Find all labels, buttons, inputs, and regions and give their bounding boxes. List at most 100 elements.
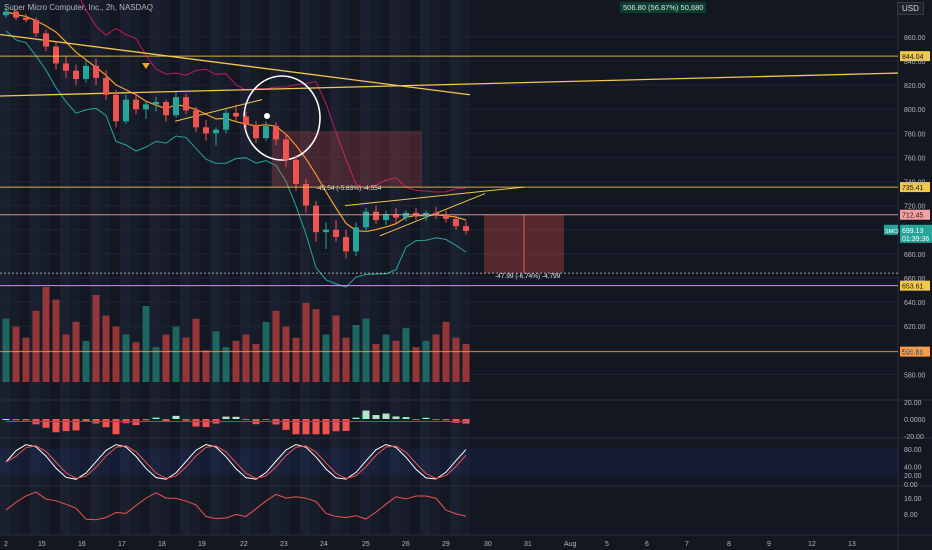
volume-bar: [122, 334, 130, 382]
candle-body: [13, 11, 19, 18]
volume-bar: [192, 318, 200, 382]
session-stripe: [340, 0, 350, 535]
time-tick-label: 23: [280, 541, 288, 548]
candle-body: [123, 99, 129, 122]
session-stripe: [330, 0, 340, 535]
macd-histogram-bar: [282, 419, 290, 430]
session-stripe: [50, 0, 60, 535]
trendline: [0, 72, 899, 97]
trendline: [344, 186, 525, 207]
session-stripe: [200, 0, 210, 535]
volume-bar: [322, 334, 330, 382]
candle-body: [283, 139, 289, 160]
candlestick-series: [3, 8, 469, 259]
session-stripe: [30, 0, 40, 535]
time-tick-label: 7: [685, 541, 689, 548]
volume-bar: [112, 326, 120, 382]
price-tick-label: 660.00: [904, 276, 926, 283]
time-axis[interactable]: 2 15 16 17 18 19 22 23 24 25 26 29 30 31 Aug 5 6 7 8 9 12 13: [4, 541, 856, 548]
level-marker: [900, 209, 930, 220]
session-stripe: [460, 0, 470, 535]
session-stripe: [250, 0, 260, 535]
symbol-badge: [884, 224, 898, 235]
time-tick-label: 25: [362, 541, 370, 548]
price-axis[interactable]: 844.04 735.41 712.45 653.61 598.88 860.00 840.…: [884, 35, 932, 379]
candle-body: [63, 63, 69, 71]
price-tick-label: 780.00: [904, 131, 926, 138]
macd-histogram-bar: [202, 419, 210, 428]
volume-bar: [182, 337, 190, 382]
price-tick-label: 760.00: [904, 155, 926, 162]
candle-body: [323, 229, 329, 233]
macd-histogram-bar: [132, 419, 140, 426]
time-tick-label: 13: [848, 541, 856, 548]
volume-bar: [402, 328, 410, 382]
bollinger-bands: [5, 0, 467, 288]
session-stripe: [360, 0, 370, 535]
time-tick-label: 16: [78, 541, 86, 548]
time-tick-label: 5: [605, 541, 609, 548]
measure-label-right: -47.99 (-6.74%) -4,799: [495, 273, 561, 280]
level-marker-label: 653.61: [902, 284, 924, 291]
time-tick-label: 15: [38, 541, 46, 548]
volume-bar: [32, 310, 40, 382]
symbol-title: Super Micro Computer, Inc., 2h, NASDAQ: [4, 3, 153, 12]
macd-histogram-bar: [292, 419, 300, 435]
session-stripe: [260, 0, 270, 535]
time-tick-label: 6: [645, 541, 649, 548]
candle-body: [263, 126, 269, 139]
session-stripe: [70, 0, 80, 535]
time-tick-label: 24: [320, 541, 328, 548]
candle-body: [383, 214, 389, 221]
price-tick-label: 860.00: [904, 35, 926, 42]
volume-bar: [172, 326, 180, 382]
macd-histogram-bar: [182, 419, 190, 421]
macd-histogram-bar: [262, 419, 270, 420]
session-stripe: [80, 0, 90, 535]
stoch-k-line: [5, 443, 467, 480]
macd-histogram-bar: [152, 417, 160, 419]
measure-label-left: -45.54 (-5.83%) -4,554: [316, 185, 382, 192]
horizontal-levels: [0, 55, 898, 353]
candle-body: [73, 70, 79, 80]
session-stripe: [220, 0, 230, 535]
level-marker: [900, 182, 930, 193]
time-tick-label: 26: [402, 541, 410, 548]
macd-histogram-bar: [302, 419, 310, 435]
candle-body: [33, 20, 39, 34]
macd-histogram-bar: [12, 419, 20, 421]
session-stripe: [440, 0, 450, 535]
level-marker: [900, 51, 930, 62]
candle-body: [253, 124, 259, 139]
volume-bar: [142, 306, 150, 382]
macd-histogram-bar: [242, 419, 250, 420]
time-tick-label: 17: [118, 541, 126, 548]
session-stripe: [100, 0, 110, 535]
price-tick-label: 640.00: [904, 300, 926, 307]
oscillator-tick-label: 8.00: [904, 512, 918, 519]
volume-bar: [132, 342, 140, 382]
candle-body: [453, 218, 459, 227]
oscillator-line: [5, 491, 467, 521]
session-stripe: [280, 0, 290, 535]
session-stripe: [410, 0, 420, 535]
volume-bar: [152, 347, 160, 382]
session-stripe: [110, 0, 120, 535]
volume-bar: [342, 337, 350, 382]
session-stripe: [370, 0, 380, 535]
session-stripe: [390, 0, 400, 535]
session-stripe: [240, 0, 250, 535]
session-stripe: [190, 0, 200, 535]
volume-bar: [362, 318, 370, 382]
moving-average: [5, 11, 467, 233]
currency-button[interactable]: USD: [897, 2, 924, 15]
macd-histogram-bar: [312, 419, 320, 435]
current-price-label: 699.13: [902, 228, 924, 235]
volume-bar: [162, 334, 170, 382]
session-stripe: [160, 0, 170, 535]
level-marker-label: 735.41: [902, 185, 924, 192]
upper-band: [80, 0, 467, 193]
volume-bar: [372, 344, 380, 382]
macd-histogram-bar: [382, 413, 390, 419]
